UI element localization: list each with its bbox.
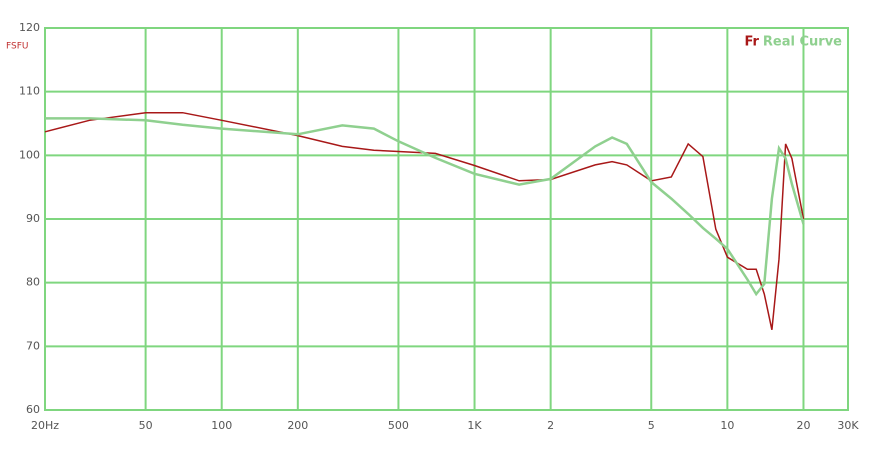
- y-tick-label: 90: [26, 212, 40, 225]
- y-tick-label: 60: [26, 403, 40, 416]
- x-tick-label: 500: [388, 419, 409, 432]
- x-tick-label: 100: [211, 419, 232, 432]
- x-tick-label: 20: [796, 419, 810, 432]
- y-tick-label: 70: [26, 339, 40, 352]
- series-line: [45, 117, 805, 297]
- x-tick-label: 30K: [837, 419, 859, 432]
- y-axis-label: FSFU: [6, 42, 29, 52]
- y-tick-label: 80: [26, 276, 40, 289]
- x-tick-label: 5: [648, 419, 655, 432]
- y-tick-label: 110: [19, 85, 40, 98]
- legend-label: Fr: [744, 35, 759, 50]
- legend-label: Real Curve: [763, 35, 842, 50]
- y-tick-label: 120: [19, 21, 40, 34]
- x-tick-label: 20Hz: [31, 419, 59, 432]
- x-tick-label: 200: [287, 419, 308, 432]
- x-tick-label: 1K: [467, 419, 482, 432]
- x-tick-label: 50: [139, 419, 153, 432]
- x-tick-label: 10: [720, 419, 734, 432]
- x-tick-label: 2: [547, 419, 554, 432]
- y-tick-label: 100: [19, 148, 40, 161]
